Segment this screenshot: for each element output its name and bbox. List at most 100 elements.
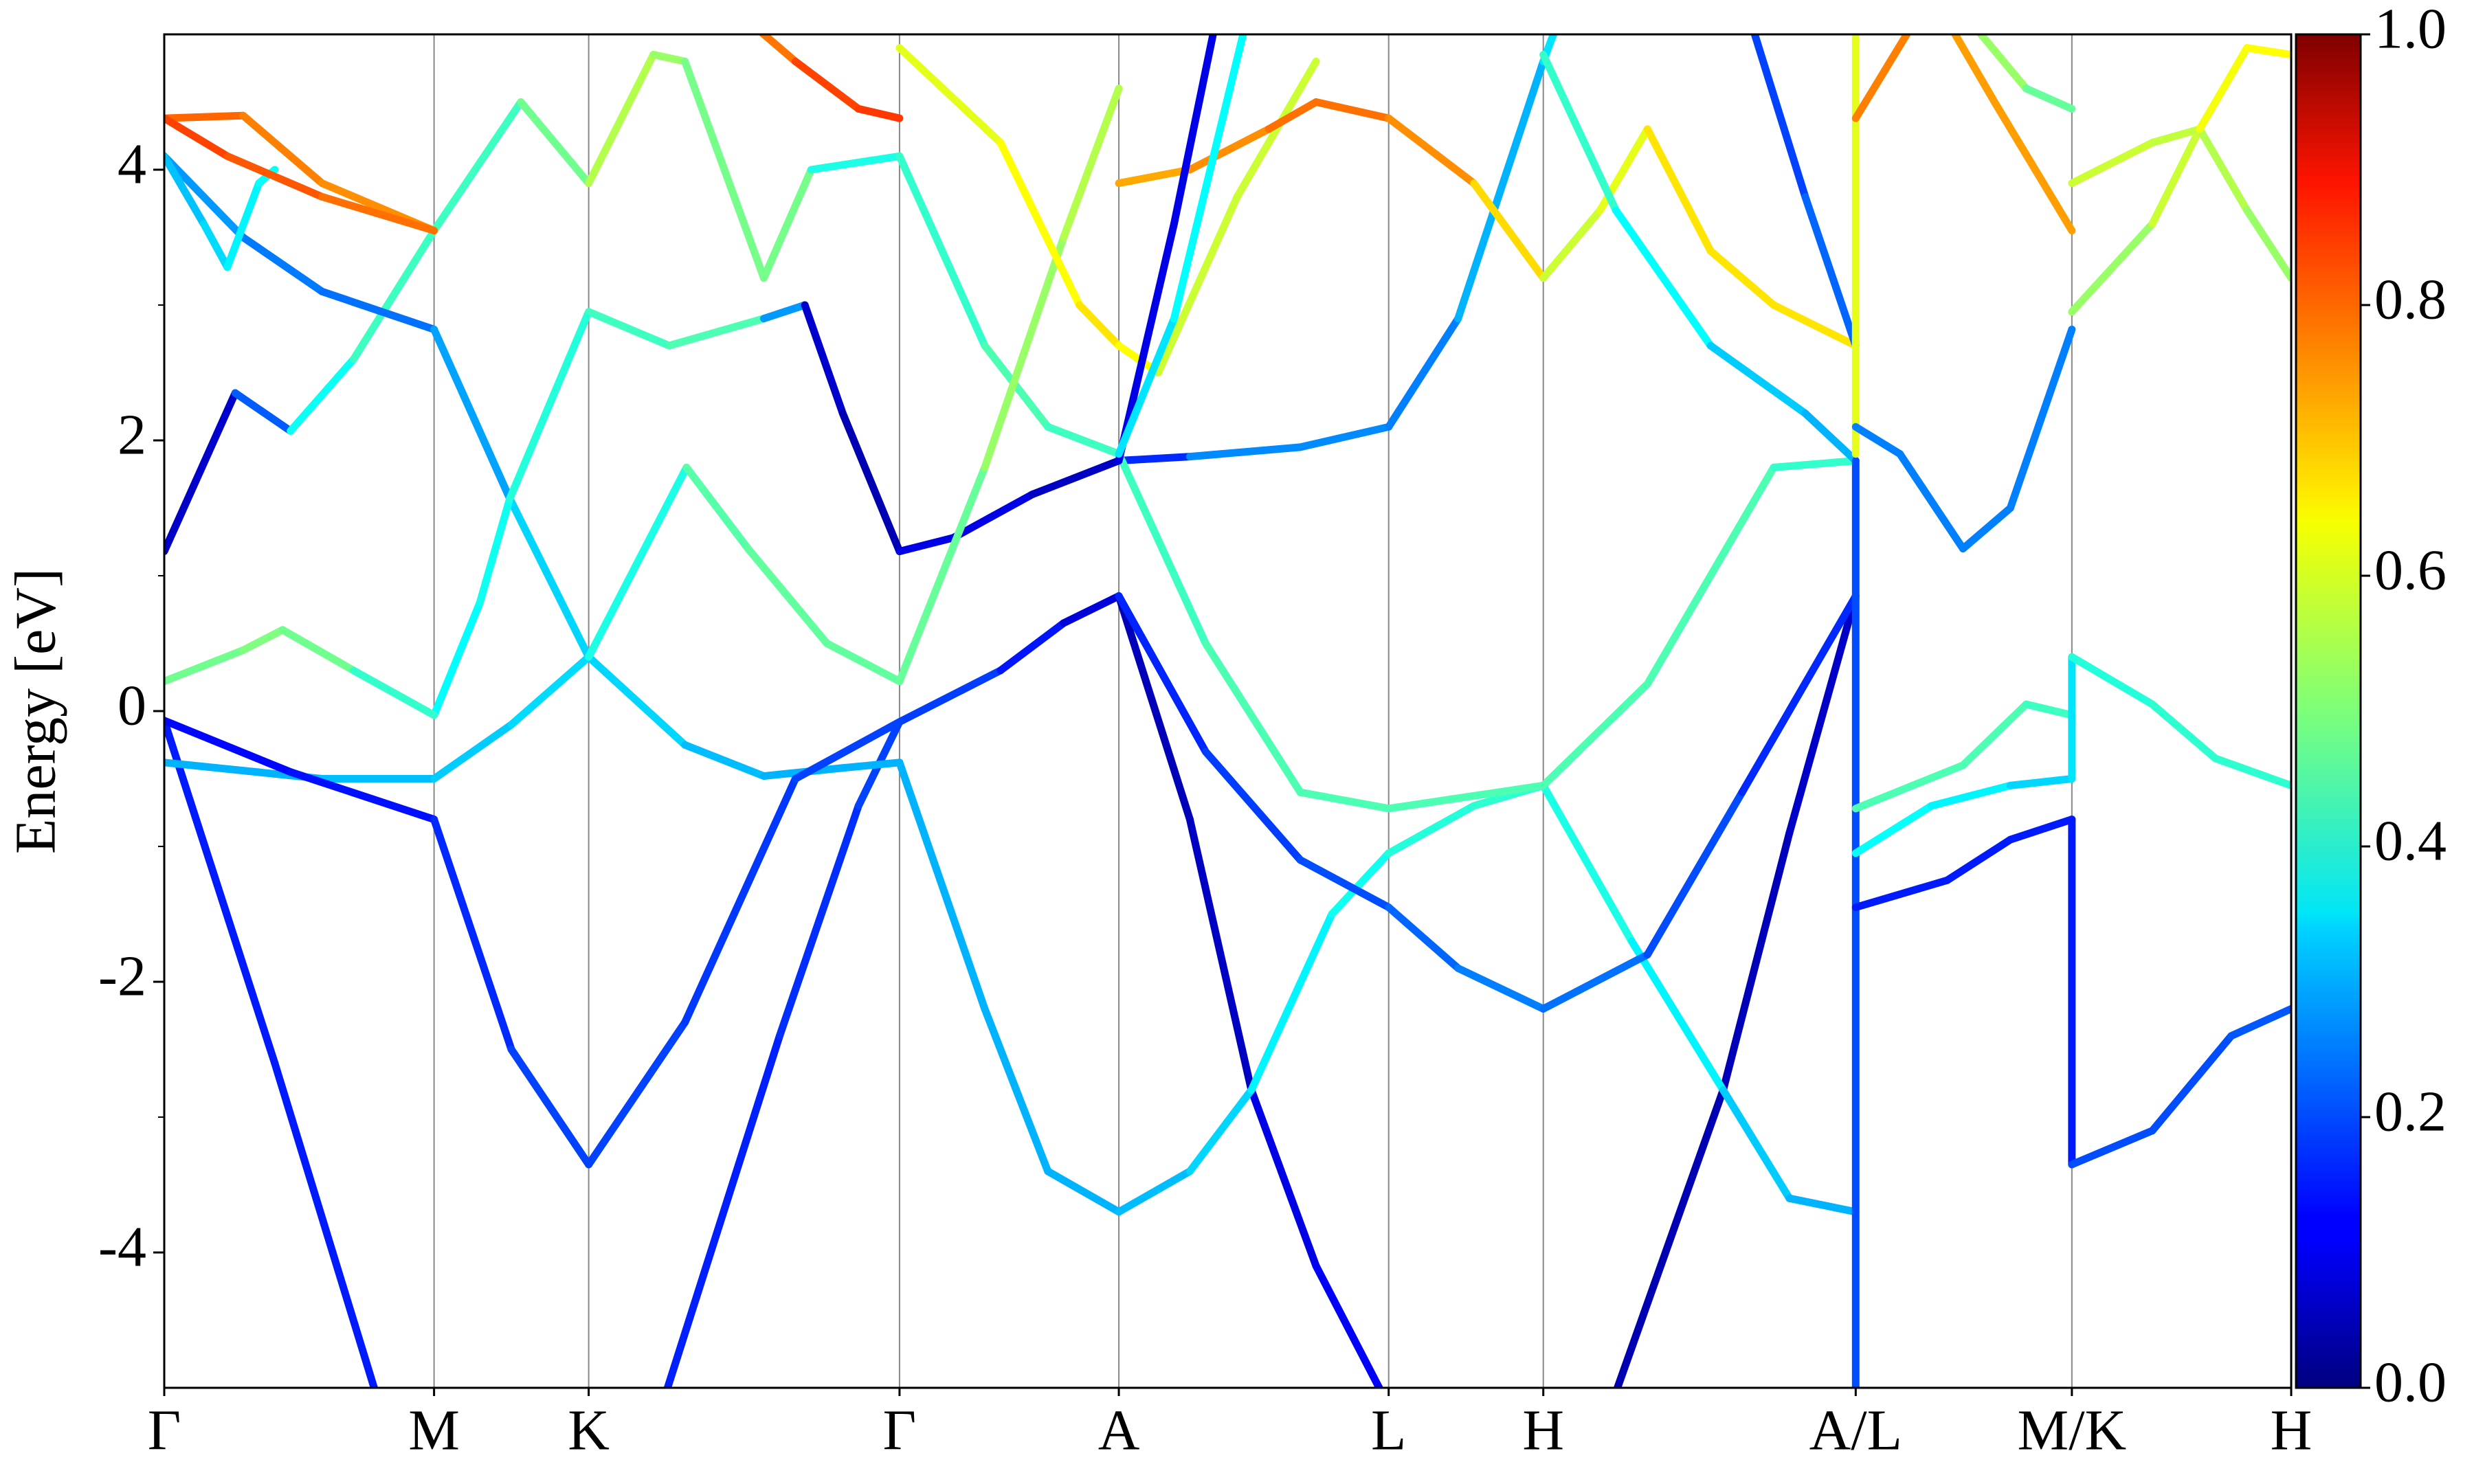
- band-segment: [1706, 247, 1778, 309]
- band-segment: [1247, 1086, 1320, 1270]
- band-segment: [192, 389, 239, 485]
- band-segment: [1719, 829, 1794, 1094]
- band-segment: [350, 227, 438, 363]
- band-segment: [430, 325, 514, 503]
- band-segment: [823, 640, 904, 686]
- band-segment: [517, 98, 593, 188]
- band-segment: [1076, 301, 1123, 350]
- band-segment: [1770, 457, 1860, 471]
- x-tick-label: L: [1371, 1398, 1406, 1462]
- band-segment: [801, 301, 847, 418]
- band-segment: [1385, 315, 1462, 431]
- band-segment: [1928, 781, 2014, 810]
- band-segment: [2211, 754, 2291, 789]
- band-segment: [1115, 453, 1194, 465]
- band-segment: [2068, 653, 2157, 708]
- band-segment: [1115, 220, 1178, 465]
- band-segment: [164, 152, 247, 241]
- y-tick-label: 4: [118, 132, 146, 196]
- x-tick-label: Γ: [148, 1398, 181, 1462]
- band-segment: [164, 152, 208, 228]
- band-segment: [1185, 816, 1256, 1094]
- band-segment: [1943, 835, 2014, 884]
- colorbar: [2295, 33, 2362, 1389]
- band-segment: [1185, 1086, 1256, 1176]
- band-segment: [1044, 423, 1123, 458]
- band-segment: [239, 111, 326, 188]
- band-segment: [1115, 315, 1178, 458]
- band-segment: [2243, 206, 2291, 282]
- band-segment: [1612, 206, 1715, 350]
- band-segment: [1060, 85, 1123, 241]
- band-segment: [1959, 700, 2030, 769]
- x-tick-label: K: [568, 1398, 610, 1462]
- band-segment: [1851, 423, 1904, 458]
- x-tick-label: Γ: [883, 1398, 917, 1462]
- band-segment: [585, 1018, 689, 1169]
- band-segment: [895, 666, 1005, 726]
- band-segment: [239, 626, 287, 654]
- band-segment: [838, 758, 904, 772]
- band-segment: [1539, 781, 1636, 945]
- band-segment: [164, 717, 295, 776]
- band-segment: [1896, 450, 1967, 553]
- band-segment: [430, 721, 515, 783]
- band-segment: [1454, 964, 1548, 1013]
- band-segment: [1851, 34, 1912, 122]
- colorbar-tick-label: 0.2: [2374, 1079, 2447, 1143]
- x-tick-label: A/L: [1809, 1398, 1902, 1462]
- band-segment: [1539, 951, 1651, 1013]
- band-segment: [223, 179, 263, 271]
- band-segment: [318, 287, 438, 333]
- band-segment: [506, 308, 593, 503]
- band-segment: [1851, 802, 1936, 857]
- band-segment: [1170, 34, 1247, 323]
- band-segment: [1185, 443, 1304, 461]
- band-segment: [1115, 450, 1210, 647]
- band-segment: [1770, 301, 1860, 350]
- band-segment: [1028, 457, 1123, 499]
- band-segment: [1643, 463, 1778, 688]
- colorbar-tick-label: 0.6: [2374, 538, 2447, 602]
- band-segment: [287, 355, 358, 435]
- band-segment: [759, 166, 815, 282]
- band-segment: [681, 775, 799, 1026]
- band-segment: [1785, 592, 1860, 837]
- band-segment: [164, 114, 232, 160]
- band-segment: [2068, 220, 2157, 316]
- band-segment: [895, 463, 989, 686]
- band-segment: [507, 1046, 593, 1169]
- band-segment: [1328, 849, 1393, 918]
- band-segment: [430, 98, 525, 235]
- band-segment: [1627, 937, 1727, 1094]
- colorbar-tick-label: 0.8: [2374, 267, 2447, 331]
- band-segment: [506, 495, 593, 661]
- band-segment: [649, 51, 689, 65]
- band-segment: [681, 57, 768, 282]
- band-segment: [2006, 325, 2076, 512]
- band-segment: [1296, 423, 1393, 451]
- band-segment: [287, 768, 438, 824]
- band-segment: [1719, 1086, 1794, 1202]
- band-segment: [430, 598, 484, 719]
- band-segment: [164, 111, 247, 122]
- band-segment: [665, 315, 768, 350]
- band-segment: [759, 301, 809, 323]
- band-segment: [370, 1384, 379, 1388]
- band-segment: [1201, 640, 1304, 796]
- band-segment: [1385, 781, 1548, 813]
- y-tick-label: 0: [118, 673, 146, 737]
- band-segment: [350, 666, 438, 719]
- band-segment: [791, 718, 904, 783]
- band-segment: [1247, 910, 1336, 1094]
- band-segment: [476, 495, 514, 607]
- band-segment: [981, 1004, 1052, 1176]
- y-tick-label: -2: [98, 944, 146, 1008]
- band-segment: [2068, 1127, 2157, 1169]
- band-segment: [430, 816, 515, 1053]
- band-segment: [1643, 125, 1715, 255]
- band-segment: [775, 802, 862, 1040]
- band-segment: [1296, 788, 1393, 813]
- band-segment: [1170, 34, 1217, 228]
